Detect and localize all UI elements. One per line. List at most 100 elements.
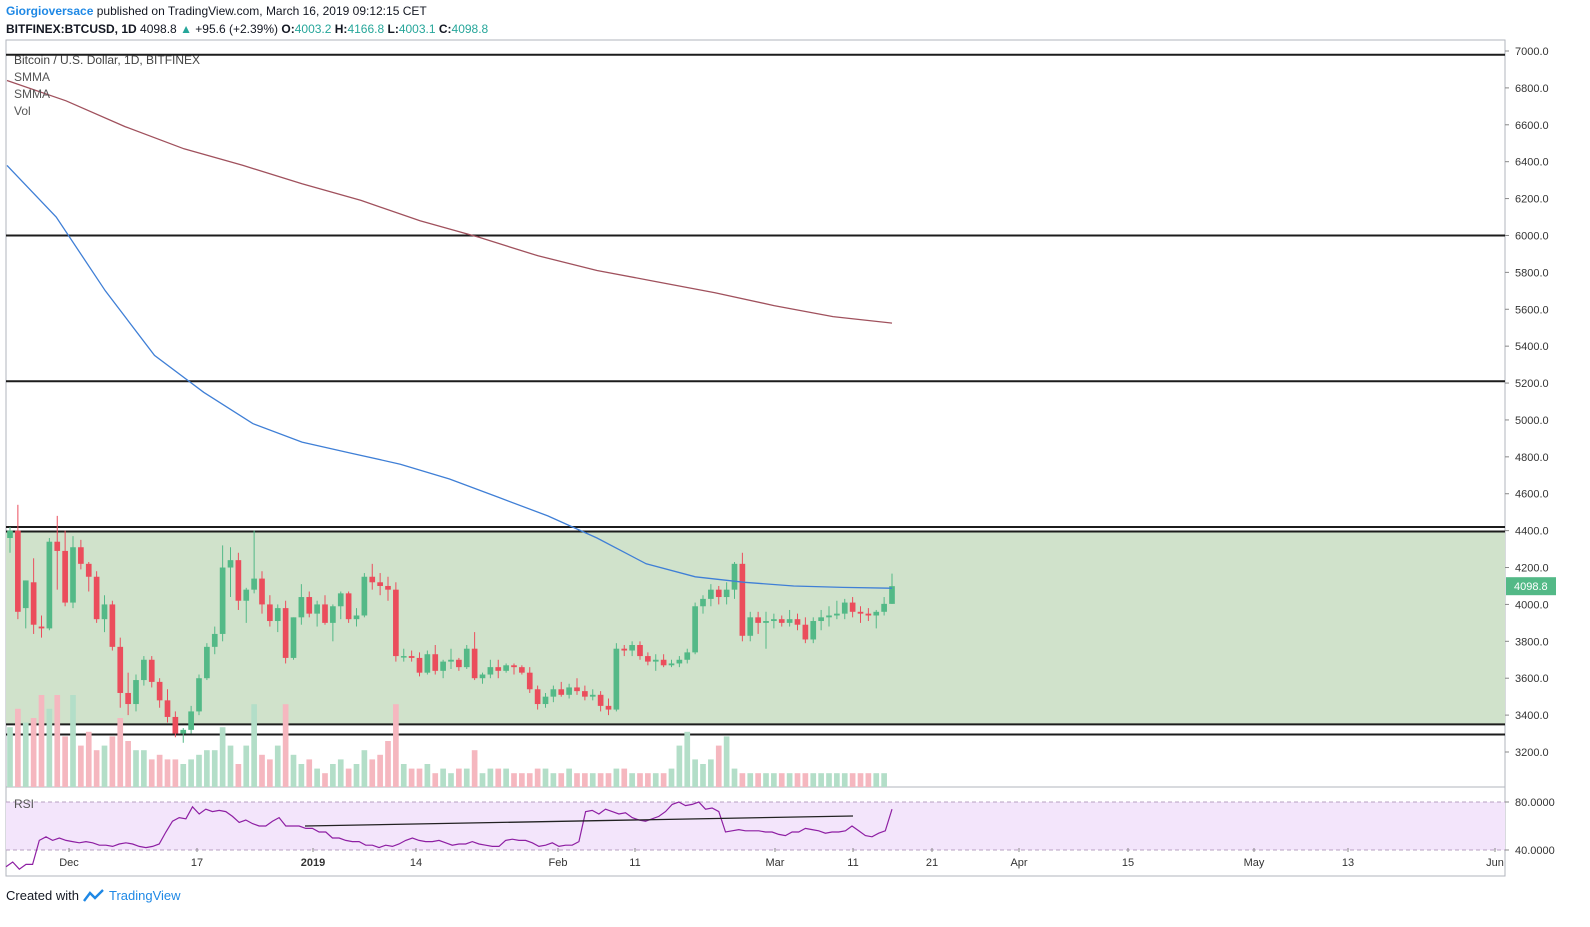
candle-body (235, 560, 242, 601)
legend-smma-2[interactable]: SMMA (14, 87, 50, 101)
volume-bar (70, 695, 76, 787)
candle-body (873, 611, 880, 616)
volume-bar (337, 759, 344, 787)
candle-body (763, 621, 769, 623)
volume-bar (330, 764, 336, 787)
candle-body (432, 654, 439, 671)
candle-body (369, 576, 376, 583)
volume-bar (589, 773, 596, 787)
author-link[interactable]: Giorgioversace (6, 4, 94, 18)
candle-body (353, 615, 360, 620)
y-tick-label: 3600.0 (1515, 673, 1549, 685)
candle-body (70, 547, 76, 603)
candle-body (629, 645, 635, 651)
volume-bar (723, 736, 730, 787)
volume-bar (558, 773, 565, 787)
volume-bar (432, 773, 439, 787)
volume-bar (353, 764, 360, 787)
candle-body (621, 648, 628, 651)
candle-body (251, 578, 257, 590)
volume-bar (873, 773, 880, 787)
chart-legend: Bitcoin / U.S. Dollar, 1D, BITFINEX SMMA… (14, 52, 200, 120)
y-tick-label: 5000.0 (1515, 415, 1549, 427)
candle-body (889, 586, 895, 604)
volume-bar (22, 722, 29, 787)
candle-body (109, 604, 116, 647)
candle-body (660, 659, 667, 666)
candle-body (133, 680, 139, 705)
y-tick-label: 4400.0 (1515, 526, 1549, 538)
candle-body (637, 645, 643, 657)
x-tick-label: 11 (847, 857, 858, 869)
volume-bar (550, 773, 557, 787)
candle-body (519, 667, 525, 673)
volume-bar (211, 750, 218, 787)
candle-body (259, 578, 265, 605)
volume-bar (408, 768, 415, 787)
volume-bar (747, 773, 754, 787)
volume-bar (834, 773, 840, 787)
candle-body (786, 619, 793, 623)
candle-body (243, 589, 250, 601)
volume-bar (243, 745, 250, 787)
x-tick-label: 17 (191, 857, 203, 869)
candle-body (755, 617, 761, 623)
candle-body (15, 530, 21, 612)
volume-bar (794, 773, 801, 787)
volume-bar (802, 773, 809, 787)
y-tick-label: 6600.0 (1515, 120, 1549, 132)
support-zone (6, 531, 1505, 725)
high-value: 4166.8 (347, 22, 385, 36)
symbol-name: BITFINEX:BTCUSD, 1D (6, 22, 137, 36)
up-arrow-icon: ▲ (180, 22, 192, 36)
close-label: C: (438, 22, 452, 36)
volume-bar (93, 750, 100, 787)
rsi-legend[interactable]: RSI (14, 797, 35, 811)
candle-body (219, 567, 226, 634)
legend-smma-1[interactable]: SMMA (14, 70, 50, 84)
x-tick-label: May (1244, 857, 1265, 869)
legend-volume[interactable]: Vol (14, 104, 31, 118)
x-tick-label: 2019 (301, 857, 325, 869)
candle-body (723, 589, 730, 598)
volume-bar (15, 708, 21, 787)
candle-body (700, 598, 706, 607)
candle-body (589, 694, 596, 697)
volume-bar (865, 773, 872, 787)
volume-bar (78, 745, 84, 787)
volume-bar (574, 773, 580, 787)
candle-body (668, 663, 675, 666)
volume-bar (511, 773, 517, 787)
candle-body (141, 659, 147, 681)
y-tick-label: 6400.0 (1515, 157, 1549, 169)
candle-body (778, 619, 785, 623)
candle-body (306, 597, 313, 614)
volume-bar (416, 768, 423, 787)
volume-bar (684, 731, 691, 787)
volume-bar (109, 736, 116, 787)
volume-bar (141, 750, 147, 787)
candle-body (156, 681, 163, 701)
volume-bar (274, 745, 281, 787)
candle-body (172, 716, 179, 734)
candle-body (38, 626, 45, 629)
candle-body (802, 624, 809, 640)
candle-body (274, 608, 281, 622)
tradingview-brand[interactable]: TradingView (108, 888, 181, 903)
volume-bar (534, 768, 541, 787)
candle-body (117, 646, 124, 693)
candle-body (290, 617, 297, 658)
candle-body (101, 604, 108, 620)
volume-bar (314, 768, 320, 787)
y-tick-label: 4000.0 (1515, 599, 1549, 611)
volume-bar (621, 768, 628, 787)
volume-bar (471, 750, 478, 787)
candle-body (164, 700, 171, 717)
y-tick-label: 3400.0 (1515, 710, 1549, 722)
candle-body (62, 550, 68, 603)
candle-body (463, 648, 470, 668)
x-tick-label: Mar (766, 857, 785, 869)
volume-bar (652, 773, 659, 787)
candle-body (841, 602, 848, 614)
